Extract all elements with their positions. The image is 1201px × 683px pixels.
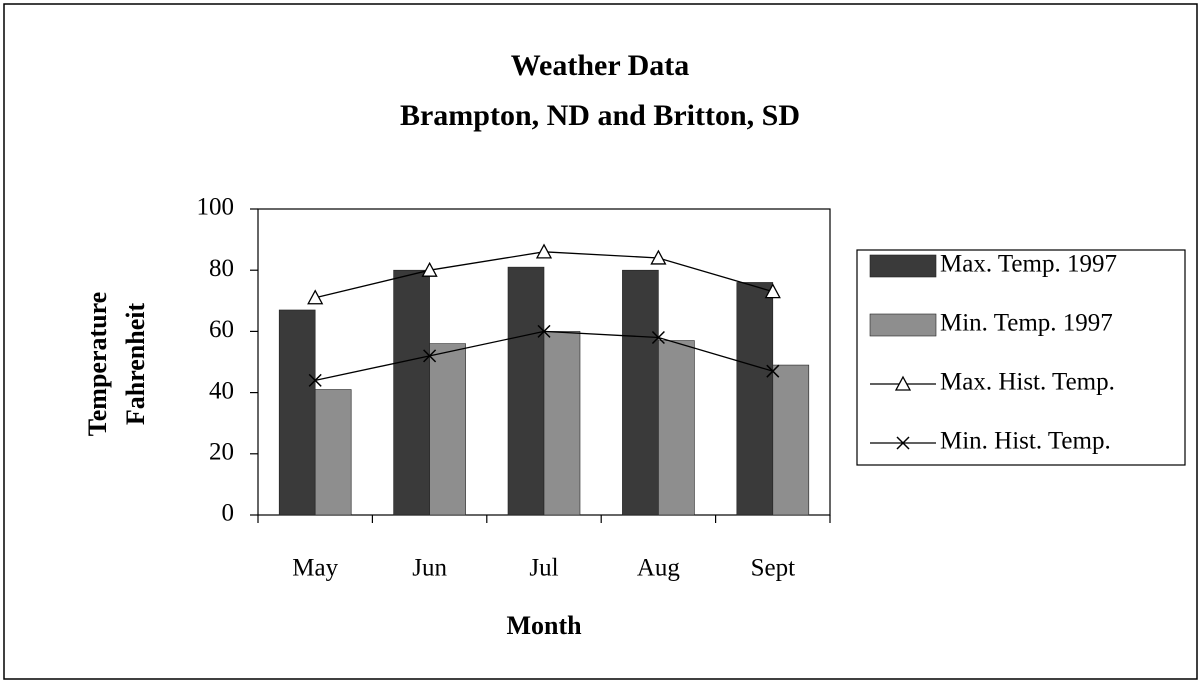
marker-stroke (537, 324, 551, 338)
x-tick-label: Jul (529, 555, 558, 582)
x-tick-label: Jun (412, 555, 447, 582)
y-tick-label: 100 (197, 194, 235, 221)
marker (308, 373, 322, 387)
legend-label: Min. Hist. Temp. (940, 428, 1111, 455)
bar (393, 269, 430, 516)
legend-label: Max. Temp. 1997 (940, 251, 1117, 278)
legend-label: Min. Temp. 1997 (940, 310, 1113, 337)
x-axis-label: Month (506, 611, 582, 640)
y-tick-label: 0 (222, 500, 235, 527)
marker (307, 289, 324, 305)
bar (543, 331, 581, 516)
y-tick-label: 20 (209, 439, 234, 466)
legend-box (856, 249, 1186, 466)
marker (894, 375, 912, 391)
marker-stroke (423, 349, 437, 363)
bar (507, 266, 545, 516)
marker (423, 349, 437, 363)
bar (772, 364, 810, 516)
bar (622, 269, 659, 516)
marker-stroke (766, 364, 780, 378)
bar (429, 343, 466, 516)
marker-stroke (896, 436, 910, 450)
x-tick-label: Aug (637, 555, 681, 582)
y-tick-label: 80 (209, 255, 234, 282)
chart-title: Weather Data (511, 49, 690, 82)
x-tick-label: Sept (751, 555, 796, 582)
marker (764, 283, 781, 299)
bar (278, 309, 316, 516)
marker (537, 324, 551, 338)
marker (896, 436, 910, 450)
marker (535, 243, 553, 259)
y-tick-label: 60 (209, 316, 234, 343)
bar (314, 389, 352, 516)
legend-label: Max. Hist. Temp. (940, 369, 1115, 396)
legend-swatch (869, 313, 937, 337)
bar (736, 282, 774, 516)
chart-subtitle: Brampton, ND and Britton, SD (400, 99, 800, 132)
legend-swatch (869, 254, 937, 278)
y-axis-label: Temperature Fahrenheit (83, 292, 150, 436)
bar (658, 340, 695, 516)
x-tick-label: May (292, 555, 338, 582)
y-tick-label: 40 (209, 377, 234, 404)
marker (766, 364, 780, 378)
marker-stroke (308, 373, 322, 387)
marker (421, 261, 438, 277)
y-axis-label-line: Temperature (83, 292, 112, 436)
marker (650, 249, 667, 265)
marker-stroke (651, 330, 665, 345)
y-axis-label-line: Fahrenheit (121, 303, 150, 426)
marker (651, 330, 665, 345)
